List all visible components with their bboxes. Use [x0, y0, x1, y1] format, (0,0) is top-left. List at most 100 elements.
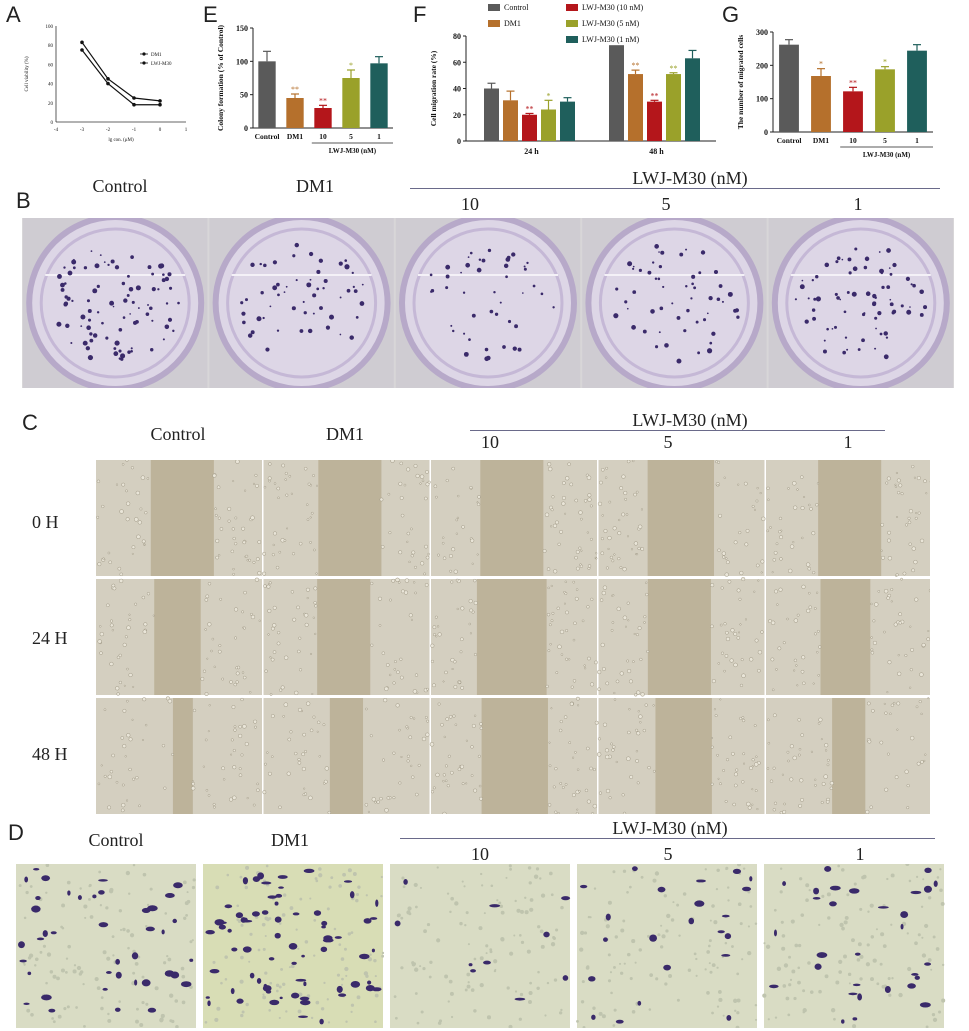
cell-dot	[470, 774, 474, 777]
colony-dot	[851, 291, 857, 297]
cell-dot	[572, 756, 575, 759]
cell-dot	[554, 767, 558, 771]
cell-dot	[135, 776, 139, 780]
cell-dot	[262, 571, 267, 576]
pore-dot	[709, 970, 713, 974]
cell-dot	[896, 516, 899, 519]
migrated-cell	[24, 876, 29, 883]
cell-dot	[626, 460, 631, 464]
cell-dot	[608, 796, 612, 800]
colony-dot	[263, 263, 267, 268]
pore-dot	[323, 981, 326, 985]
cell-dot	[597, 501, 603, 506]
pore-dot	[915, 875, 919, 878]
pore-dot	[622, 869, 627, 873]
cell-dot	[316, 484, 318, 487]
migrated-cell	[36, 937, 45, 941]
time-label-0h: 0 H	[32, 512, 59, 532]
colony-dot	[512, 346, 517, 351]
pore-dot	[794, 943, 799, 948]
cell-dot	[301, 766, 306, 772]
pore-dot	[821, 894, 825, 898]
migrated-cell	[349, 891, 355, 899]
migrated-cell	[900, 911, 909, 918]
colony-dot	[135, 285, 141, 291]
colony-dot	[150, 348, 154, 352]
colony-dot	[874, 347, 877, 350]
migrated-cell	[19, 959, 27, 963]
cell-dot	[424, 716, 428, 719]
cell-dot	[388, 531, 392, 535]
cell-dot	[405, 725, 409, 729]
cell-dot	[433, 633, 436, 637]
pore-dot	[373, 958, 377, 963]
migrated-cell	[321, 925, 326, 929]
cell-dot	[565, 476, 570, 481]
cell-dot	[253, 719, 258, 724]
cell-dot	[571, 793, 576, 797]
cell-dot	[572, 638, 576, 642]
cell-dot	[557, 812, 560, 814]
colony-dot	[885, 336, 889, 339]
scratch-gap	[647, 460, 715, 576]
cell-dot	[793, 618, 798, 623]
migrated-cell	[468, 963, 473, 967]
pore-dot	[261, 922, 266, 927]
migrated-cell	[98, 879, 108, 882]
cell-dot	[277, 496, 280, 500]
colony-dot	[511, 252, 516, 257]
colony-dot	[308, 251, 314, 257]
cell-dot	[600, 551, 605, 555]
pore-dot	[514, 899, 517, 903]
cell-dot	[710, 624, 714, 629]
cell-dot	[229, 797, 234, 802]
pore-dot	[805, 898, 809, 902]
culture-well-rim	[785, 227, 937, 379]
colony-dot	[865, 291, 871, 297]
f-x-tick: 48 h	[649, 147, 664, 156]
cell-dot	[278, 550, 282, 554]
cell-dot	[786, 617, 789, 621]
cell-dot	[578, 790, 581, 793]
cell-dot	[561, 495, 566, 500]
a-point	[106, 81, 110, 86]
cell-dot	[719, 698, 722, 701]
pore-dot	[381, 951, 385, 955]
pore-dot	[278, 985, 282, 989]
migrated-cell	[721, 914, 730, 918]
colony-dot	[713, 269, 719, 275]
pore-dot	[735, 1025, 740, 1028]
colony-dot	[349, 335, 354, 340]
colony-dot	[316, 269, 321, 274]
colony-dot	[826, 327, 829, 331]
cell-dot	[245, 554, 249, 558]
cell-dot	[275, 565, 280, 570]
cell-dot	[303, 467, 308, 471]
pore-dot	[936, 876, 940, 879]
pore-dot	[713, 920, 718, 925]
cell-dot	[793, 669, 796, 672]
pore-dot	[767, 1018, 770, 1021]
migrated-cell	[605, 913, 611, 921]
pore-dot	[192, 878, 196, 882]
migrated-cell	[812, 896, 821, 900]
cell-dot	[473, 653, 477, 657]
f-legend-swatch	[488, 4, 500, 11]
pore-dot	[83, 1024, 86, 1028]
f-bar	[609, 45, 624, 141]
c-group-label: LWJ-M30 (nM)	[632, 410, 748, 430]
cell-dot	[731, 752, 735, 756]
pore-dot	[212, 960, 216, 964]
colony-dot	[165, 302, 169, 305]
migrated-cell	[288, 943, 298, 950]
pore-dot	[695, 957, 698, 961]
cell-dot	[869, 805, 873, 809]
colony-dot	[815, 296, 821, 302]
cell-dot	[389, 598, 392, 602]
pore-dot	[555, 928, 559, 932]
colony-dot	[114, 265, 120, 270]
pore-dot	[835, 980, 840, 985]
pore-dot	[509, 867, 513, 871]
b-group-label: LWJ-M30 (nM)	[632, 168, 748, 188]
migrated-cell	[236, 998, 244, 1004]
